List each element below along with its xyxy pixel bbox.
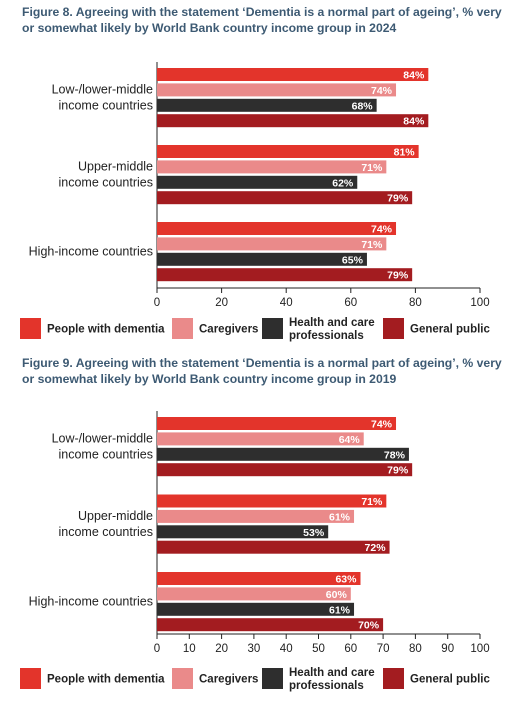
bar-caregivers <box>157 509 355 523</box>
data-label: 74% <box>371 419 393 431</box>
data-label: 81% <box>394 147 416 159</box>
legend-label: Health and care professionals <box>289 317 375 342</box>
bar-general-public <box>157 618 384 632</box>
figure-8-title: Figure 8. Agreeing with the statement ‘D… <box>22 5 502 35</box>
bar-health-and-care-professionals <box>157 252 367 266</box>
data-label: 79% <box>387 465 409 477</box>
x-tick-label: 40 <box>280 643 293 655</box>
bar-health-and-care-professionals <box>157 175 358 189</box>
legend-swatch-people-with-dementia <box>20 668 41 689</box>
figure-8-chart: 84% 74% 68% 84% Low-/lower-middle income coun… <box>20 62 490 342</box>
data-label: 78% <box>384 449 406 461</box>
bar-people-with-dementia <box>157 417 397 430</box>
x-tick-label: 60 <box>344 297 357 309</box>
bar-health-and-care-professionals <box>157 525 329 539</box>
category-label: Upper-middle income countries <box>59 160 154 190</box>
bar-caregivers <box>157 83 397 97</box>
x-tick-label: 100 <box>470 643 489 655</box>
bar-general-public <box>157 114 429 128</box>
x-tick-label: 0 <box>154 297 160 309</box>
category-label: Upper-middle income countries <box>59 509 154 539</box>
legend-swatch-general-public <box>383 668 404 689</box>
data-label: 68% <box>352 100 374 112</box>
legend-swatch-health-and-care-professionals <box>262 668 283 689</box>
legend-swatch-people-with-dementia <box>20 318 41 339</box>
data-label: 64% <box>339 434 361 446</box>
x-tick-label: 80 <box>409 297 422 309</box>
bar-people-with-dementia <box>157 145 419 158</box>
bar-general-public <box>157 268 413 282</box>
data-label: 71% <box>361 239 383 251</box>
bar-caregivers <box>157 587 351 601</box>
bar-people-with-dementia <box>157 572 361 585</box>
bar-health-and-care-professionals <box>157 447 409 461</box>
data-label: 79% <box>387 193 409 205</box>
legend-swatch-health-and-care-professionals <box>262 318 283 339</box>
x-tick-label: 20 <box>215 643 228 655</box>
x-tick-label: 0 <box>154 643 160 655</box>
data-label: 71% <box>361 496 383 508</box>
x-tick-label: 100 <box>470 297 489 309</box>
data-label: 79% <box>387 270 409 282</box>
bar-caregivers <box>157 160 387 174</box>
x-tick-label: 70 <box>377 643 390 655</box>
data-label: 84% <box>403 70 425 82</box>
legend-label: General public <box>410 324 490 336</box>
bar-caregivers <box>157 432 364 446</box>
legend-swatch-caregivers <box>172 668 193 689</box>
category-label: High-income countries <box>29 595 153 609</box>
bar-general-public <box>157 191 413 205</box>
legend-label: People with dementia <box>47 674 165 686</box>
bar-health-and-care-professionals <box>157 602 355 616</box>
data-label: 53% <box>303 527 325 539</box>
x-tick-label: 50 <box>312 643 325 655</box>
category-label: Low-/lower-middle income countries <box>52 83 153 113</box>
legend-swatch-caregivers <box>172 318 193 339</box>
data-label: 65% <box>342 254 364 266</box>
data-label: 71% <box>361 162 383 174</box>
data-label: 61% <box>329 511 351 523</box>
legend-label: People with dementia <box>47 324 165 336</box>
x-tick-label: 10 <box>183 643 196 655</box>
legend-swatch-general-public <box>383 318 404 339</box>
x-tick-label: 90 <box>441 643 454 655</box>
bar-people-with-dementia <box>157 494 387 508</box>
legend-label: Health and care professionals <box>289 667 375 692</box>
data-label: 72% <box>365 542 387 554</box>
data-label: 84% <box>403 116 425 128</box>
data-label: 70% <box>358 620 380 632</box>
data-label: 74% <box>371 85 393 97</box>
data-label: 60% <box>326 589 348 601</box>
legend-label: Caregivers <box>199 674 258 686</box>
x-tick-label: 40 <box>280 297 293 309</box>
data-label: 62% <box>332 177 354 189</box>
bar-people-with-dementia <box>157 222 397 235</box>
bar-general-public <box>157 463 413 477</box>
x-tick-label: 60 <box>344 643 357 655</box>
x-tick-label: 80 <box>409 643 422 655</box>
bar-health-and-care-professionals <box>157 98 377 112</box>
figure-9-title: Figure 9. Agreeing with the statement ‘D… <box>22 356 502 386</box>
x-tick-label: 20 <box>215 297 228 309</box>
category-label: High-income countries <box>29 245 153 259</box>
bar-general-public <box>157 540 390 554</box>
data-label: 63% <box>335 574 357 586</box>
data-label: 61% <box>329 604 351 616</box>
x-tick-label: 30 <box>248 643 261 655</box>
legend-label: Caregivers <box>199 324 258 336</box>
bar-caregivers <box>157 237 387 251</box>
legend-label: General public <box>410 674 490 686</box>
bar-people-with-dementia <box>157 68 429 81</box>
category-label: Low-/lower-middle income countries <box>52 432 153 462</box>
data-label: 74% <box>371 224 393 236</box>
